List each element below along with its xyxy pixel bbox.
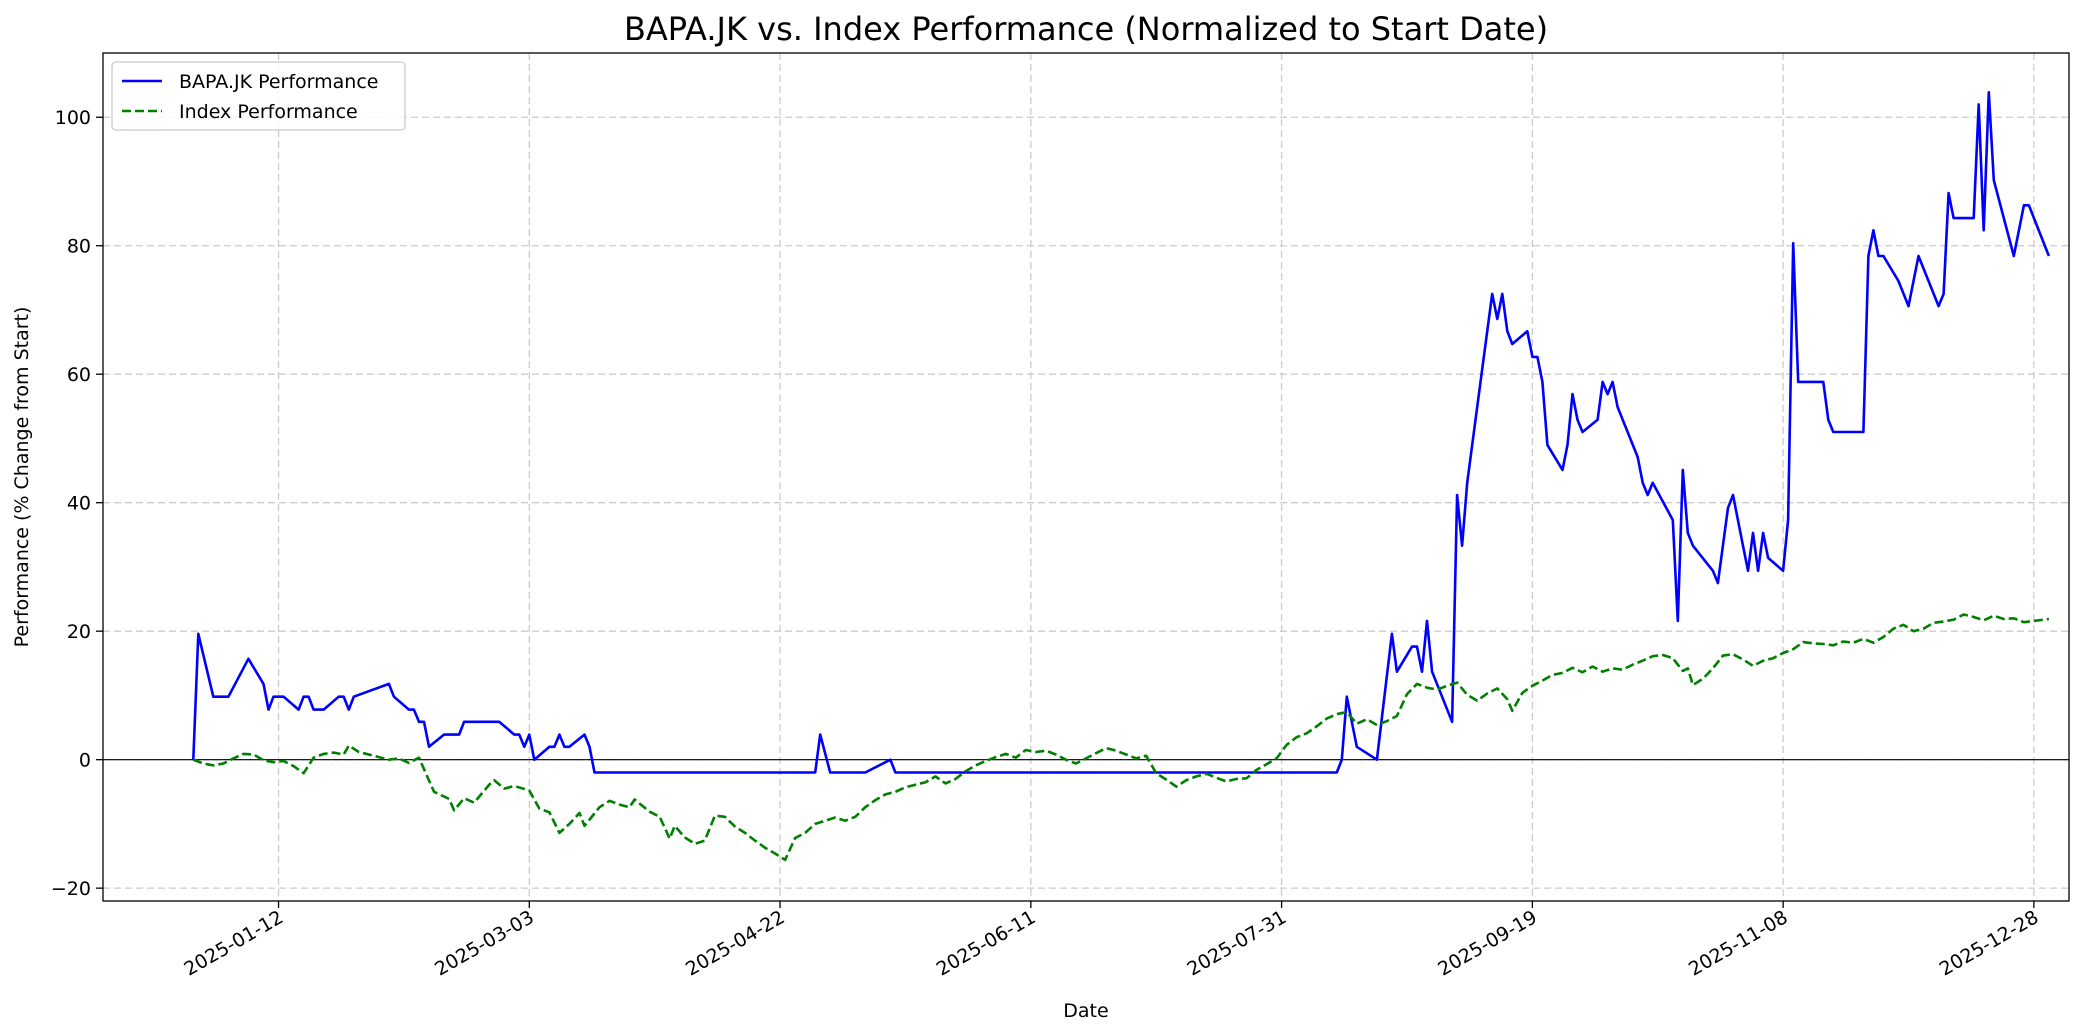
series-line-index — [192, 613, 2050, 862]
y-tick-label: 20 — [67, 621, 91, 643]
y-tick-label: 80 — [67, 236, 91, 258]
legend-label-bapa: BAPA.JK Performance — [179, 71, 378, 93]
series-line-bapa — [192, 90, 2051, 774]
chart-title: BAPA.JK vs. Index Performance (Normalize… — [624, 10, 1548, 48]
x-axis-label: Date — [1063, 1000, 1108, 1022]
y-axis: −20 0 20 40 60 80 100 — [51, 107, 103, 900]
series-layer — [192, 90, 2051, 862]
legend-label-index: Index Performance — [179, 101, 358, 123]
y-tick-label: 40 — [67, 493, 91, 515]
legend-box — [111, 61, 406, 131]
y-tick-label: 100 — [55, 107, 91, 129]
y-tick-label: 0 — [79, 750, 91, 772]
y-tick-label: 60 — [67, 364, 91, 386]
y-axis-label: Performance (% Change from Start) — [11, 307, 33, 648]
y-tick-label: −20 — [51, 878, 91, 900]
legend: BAPA.JK Performance Index Performance — [111, 61, 406, 131]
plot-frame — [102, 52, 2070, 902]
